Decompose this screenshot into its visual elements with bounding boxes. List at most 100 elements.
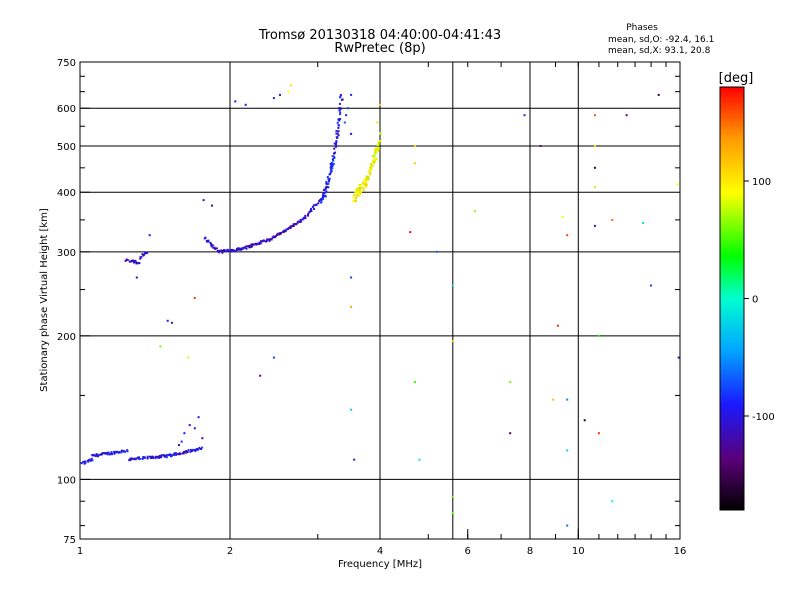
echo-point-f2-trace-o-mode	[337, 126, 340, 129]
echo-point-f2-trace-o-mode	[334, 145, 337, 148]
x-tick-label: 8	[527, 546, 533, 557]
echo-point-f2-trace-o-mode	[341, 98, 344, 101]
echo-point-e-layer-echoes	[169, 454, 172, 457]
echo-point-f1-cusp-region	[312, 204, 315, 207]
echo-point-f1-cusp-region	[278, 232, 281, 235]
echo-point-e-layer-echoes	[176, 453, 179, 456]
phase-stats-x: mean, sd,X: 93.1, 20.8	[608, 46, 711, 56]
echo-point-f2-trace-o-mode	[326, 176, 329, 179]
echo-point-e-layer-echoes	[194, 450, 197, 453]
echo-point-noise	[657, 93, 660, 96]
echo-point-f1-cusp-region	[260, 240, 263, 243]
echo-point-f2-trace-x-mode	[379, 132, 382, 135]
echo-point-f2-trace-o-mode	[324, 195, 327, 198]
echo-point-f2-trace-x-mode	[369, 171, 372, 174]
echo-point-noise	[409, 231, 412, 234]
echo-point-f2-trace-o-mode	[320, 199, 323, 202]
echo-point-f1-cusp-region	[131, 260, 134, 263]
echo-point-e-layer-echoes	[180, 440, 183, 443]
echo-point-f1-cusp-region	[259, 242, 262, 245]
phase-stats-o: mean, sd,O: -92.4, 16.1	[608, 35, 714, 45]
echo-point-f2-trace-x-mode	[358, 194, 361, 197]
echo-point-f2-trace-x-mode	[361, 186, 364, 189]
echo-point-e-layer-echoes	[182, 452, 185, 455]
echo-point-f2-trace-o-mode	[345, 114, 348, 117]
echo-point-e-layer-echoes	[91, 454, 94, 457]
echo-point-f1-cusp-region	[226, 248, 229, 251]
echo-point-noise	[413, 381, 416, 383]
echo-point-f2-trace-x-mode	[375, 150, 378, 153]
echo-point-f2-trace-o-mode	[327, 178, 330, 181]
echo-point-f2-trace-x-mode	[369, 168, 372, 171]
echo-point-f1-cusp-region	[125, 258, 128, 261]
echo-point-e-layer-echoes	[190, 450, 193, 452]
echo-point-e-layer-echoes	[138, 456, 140, 459]
echo-point-noise	[539, 145, 542, 147]
echo-point-e-layer-echoes	[146, 457, 149, 460]
echo-points	[80, 84, 680, 527]
echo-point-f1-cusp-region	[245, 245, 248, 248]
echo-point-f1-cusp-region	[138, 262, 140, 265]
echo-point-f2-trace-x-mode	[368, 169, 371, 172]
echo-point-e-layer-echoes	[169, 455, 172, 458]
echo-point-f2-trace-o-mode	[335, 130, 338, 133]
echo-point-noise	[193, 297, 196, 299]
echo-point-e-layer-echoes	[187, 449, 190, 452]
echo-point-f1-cusp-region	[144, 252, 146, 255]
echo-point-f1-cusp-region	[300, 220, 302, 223]
echo-point-e-layer-echoes	[197, 448, 200, 451]
echo-point-f1-cusp-region	[241, 246, 244, 249]
echo-point-f2-trace-o-mode	[320, 201, 323, 204]
echo-point-f2-trace-x-mode	[369, 166, 372, 169]
echo-point-f2-trace-o-mode	[333, 142, 336, 145]
echo-point-f2-trace-x-mode	[356, 189, 359, 192]
echo-point-f2-trace-o-mode	[320, 200, 323, 203]
echo-point-f2-trace-o-mode	[333, 155, 335, 158]
echo-point-f2-trace-o-mode	[329, 166, 332, 169]
echo-point-f2-trace-x-mode	[359, 189, 362, 192]
x-tick-label: 16	[674, 546, 687, 557]
echo-point-noise	[611, 500, 614, 503]
echo-point-noise	[566, 234, 569, 237]
echo-point-f1-cusp-region	[270, 238, 272, 241]
echo-point-f1-cusp-region	[234, 249, 237, 252]
y-tick-label: 600	[57, 104, 76, 115]
echo-point-noise	[418, 458, 421, 461]
echo-point-f2-trace-x-mode	[366, 176, 369, 179]
echo-point-f1-cusp-region	[265, 240, 267, 243]
echo-point-e-layer-echoes	[143, 456, 146, 459]
y-tick-label: 750	[57, 58, 76, 69]
echo-point-f1-cusp-region	[166, 319, 169, 322]
echo-point-f2-trace-o-mode	[339, 102, 341, 105]
colorbar	[719, 86, 745, 511]
echo-point-e-layer-echoes	[173, 452, 176, 455]
echo-point-noise	[593, 114, 596, 117]
echo-point-e-layer-echoes	[106, 453, 109, 456]
phase-stats-header: Phases	[626, 23, 658, 33]
echo-point-f2-trace-x-mode	[375, 148, 378, 151]
echo-point-noise	[509, 381, 512, 383]
echo-point-f1-cusp-region	[250, 245, 253, 248]
echo-point-f2-trace-o-mode	[336, 132, 339, 135]
echo-point-f1-cusp-region	[291, 224, 294, 227]
echo-point-e-layer-echoes	[172, 453, 175, 456]
echo-point-f1-cusp-region	[285, 228, 288, 231]
echo-point-f2-trace-o-mode	[327, 182, 330, 185]
echo-point-e-layer-echoes	[118, 451, 121, 453]
echo-point-f2-trace-x-mode	[287, 90, 290, 93]
echo-point-f2-trace-x-mode	[369, 173, 372, 176]
echo-point-f1-cusp-region	[124, 259, 127, 262]
echo-point-f2-trace-x-mode	[373, 158, 376, 161]
echo-point-f1-cusp-region	[307, 214, 309, 217]
echo-point-f1-cusp-region	[304, 214, 307, 217]
echo-point-f2-trace-o-mode	[333, 156, 336, 159]
echo-point-f2-trace-x-mode	[377, 146, 380, 149]
echo-point-f2-trace-x-mode	[355, 188, 358, 191]
echo-point-f2-trace-o-mode	[332, 163, 335, 166]
echo-point-f2-trace-o-mode	[328, 180, 331, 182]
echo-point-f2-trace-o-mode	[339, 96, 342, 99]
y-tick-label: 400	[57, 188, 76, 199]
echo-point-f1-cusp-region	[206, 240, 209, 243]
echo-point-e-layer-echoes	[193, 427, 196, 430]
echo-point-f1-cusp-region	[309, 209, 312, 212]
